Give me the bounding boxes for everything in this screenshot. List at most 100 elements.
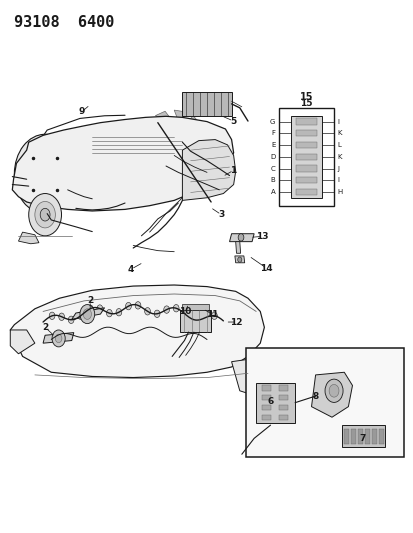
Circle shape [237, 257, 241, 262]
Circle shape [144, 308, 150, 315]
Polygon shape [10, 330, 35, 354]
Bar [290, 116, 321, 198]
Text: K: K [337, 130, 341, 136]
Bar [295, 142, 316, 148]
Text: 15: 15 [299, 99, 312, 108]
Circle shape [183, 311, 188, 318]
Bar [278, 108, 333, 206]
Circle shape [49, 312, 55, 319]
Bar [278, 385, 287, 391]
Text: A: A [270, 189, 275, 195]
Text: 2: 2 [42, 323, 48, 332]
Text: I: I [337, 118, 339, 125]
Bar [295, 118, 316, 125]
Text: F: F [271, 130, 275, 136]
Circle shape [164, 306, 169, 313]
Circle shape [211, 312, 217, 319]
Circle shape [97, 305, 102, 312]
Circle shape [83, 309, 91, 319]
Circle shape [31, 156, 59, 192]
Bar [278, 395, 287, 400]
Polygon shape [163, 133, 174, 148]
Text: K: K [337, 154, 341, 160]
Text: H: H [337, 189, 342, 195]
Text: C: C [270, 166, 275, 172]
Text: 8: 8 [312, 392, 318, 401]
Circle shape [192, 316, 198, 324]
Text: 9: 9 [78, 107, 85, 116]
Circle shape [52, 330, 65, 347]
Bar [180, 310, 211, 332]
Text: 93108  6400: 93108 6400 [14, 15, 114, 30]
Circle shape [14, 134, 76, 214]
Bar [278, 415, 287, 420]
Circle shape [80, 304, 95, 324]
Bar [343, 429, 348, 443]
Bar [256, 383, 294, 423]
Circle shape [40, 208, 50, 221]
Polygon shape [182, 116, 199, 129]
Circle shape [202, 314, 207, 321]
Text: G: G [269, 118, 275, 125]
Polygon shape [147, 121, 168, 129]
Polygon shape [12, 116, 233, 211]
Bar [295, 165, 316, 172]
Circle shape [125, 302, 131, 310]
Bar [357, 429, 362, 443]
Text: I: I [337, 177, 339, 183]
Circle shape [87, 305, 93, 312]
Polygon shape [179, 129, 200, 137]
Polygon shape [174, 135, 192, 147]
Polygon shape [10, 285, 264, 377]
Bar [364, 429, 369, 443]
Circle shape [59, 313, 64, 320]
Polygon shape [234, 256, 244, 263]
Bar [295, 177, 316, 183]
Bar [350, 429, 355, 443]
Circle shape [173, 304, 179, 312]
Text: 13: 13 [256, 232, 268, 241]
Bar [262, 415, 271, 420]
Text: 14: 14 [259, 264, 272, 272]
Circle shape [38, 165, 52, 183]
Circle shape [237, 233, 243, 241]
Polygon shape [311, 372, 351, 417]
Polygon shape [19, 232, 39, 244]
Polygon shape [43, 333, 74, 343]
Text: 12: 12 [230, 318, 242, 327]
Text: 5: 5 [230, 117, 236, 126]
Text: 11: 11 [205, 310, 218, 319]
Bar [295, 154, 316, 160]
Bar [342, 425, 385, 447]
Text: 2: 2 [87, 296, 93, 305]
Polygon shape [155, 111, 174, 123]
Bar [182, 303, 209, 310]
Circle shape [154, 310, 159, 318]
Bar [295, 189, 316, 195]
Polygon shape [174, 110, 185, 125]
Text: J: J [337, 166, 339, 172]
Bar [262, 395, 271, 400]
Polygon shape [182, 140, 235, 200]
Circle shape [135, 302, 140, 309]
Bar [182, 92, 231, 116]
Bar [262, 385, 271, 391]
Text: B: B [270, 177, 275, 183]
Text: 4: 4 [128, 265, 134, 273]
Text: 3: 3 [218, 210, 224, 219]
Text: 10: 10 [179, 307, 191, 316]
Circle shape [55, 334, 62, 343]
Polygon shape [231, 357, 280, 396]
Text: L: L [337, 142, 340, 148]
Circle shape [68, 316, 74, 324]
Text: D: D [270, 154, 275, 160]
Circle shape [328, 384, 338, 397]
Polygon shape [235, 241, 240, 253]
Text: 6: 6 [267, 397, 273, 406]
Bar [262, 405, 271, 410]
Circle shape [116, 309, 121, 316]
Bar [371, 429, 376, 443]
Circle shape [78, 312, 83, 319]
Text: 1: 1 [230, 166, 236, 175]
Text: E: E [271, 142, 275, 148]
